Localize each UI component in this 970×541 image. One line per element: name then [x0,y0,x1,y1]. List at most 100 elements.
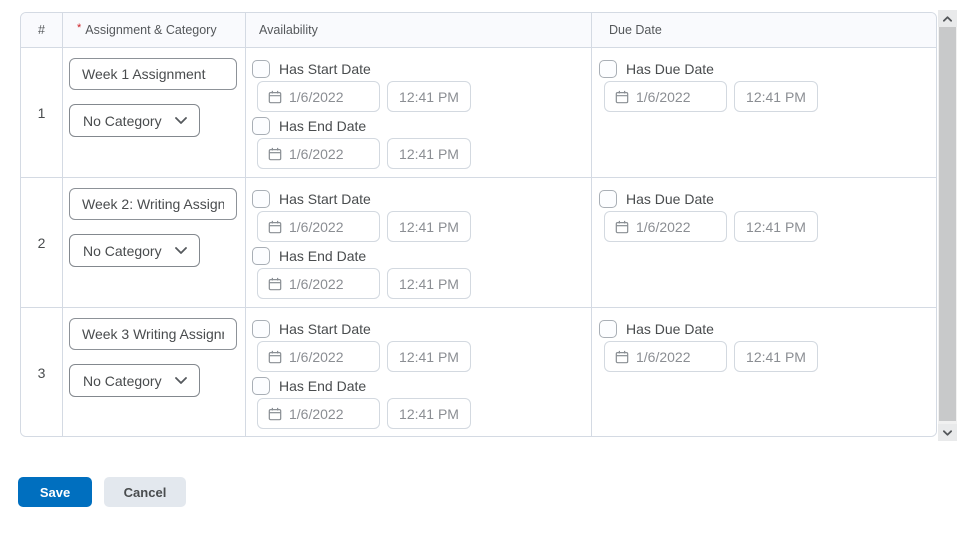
end-date-input[interactable]: 1/6/2022 [257,268,380,299]
start-time-input[interactable]: 12:41 PM [387,211,471,242]
due-time-input[interactable]: 12:41 PM [734,211,818,242]
due-datetime-row: 1/6/2022 12:41 PM [604,211,936,242]
calendar-icon [268,277,282,290]
has-start-date-label: Has Start Date [279,191,371,207]
table-row: 2 No Category Has Start Date 1/6/2022 [21,178,936,308]
table-row: 1 No Category Has Start Date 1/6/2022 [21,48,936,178]
calendar-icon [615,220,629,233]
has-due-date-label: Has Due Date [626,191,714,207]
category-select-value: No Category [83,242,162,259]
end-date-input[interactable]: 1/6/2022 [257,138,380,169]
start-date-input[interactable]: 1/6/2022 [257,341,380,372]
due-date-value: 1/6/2022 [636,348,691,365]
has-start-date-checkbox[interactable] [252,320,270,338]
end-time-input[interactable]: 12:41 PM [387,268,471,299]
has-start-date-row: Has Start Date [252,60,591,78]
has-end-date-checkbox[interactable] [252,377,270,395]
start-time-value: 12:41 PM [399,348,459,365]
start-datetime-row: 1/6/2022 12:41 PM [257,341,591,372]
end-time-value: 12:41 PM [399,145,459,162]
due-time-value: 12:41 PM [746,88,806,105]
has-end-date-label: Has End Date [279,248,367,264]
end-time-value: 12:41 PM [399,275,459,292]
due-time-input[interactable]: 12:41 PM [734,81,818,112]
start-date-value: 1/6/2022 [289,218,344,235]
calendar-icon [268,350,282,363]
scrollbar-thumb[interactable] [939,27,956,421]
category-select-value: No Category [83,112,162,129]
calendar-icon [268,90,282,103]
vertical-scrollbar[interactable] [938,10,957,441]
start-date-value: 1/6/2022 [289,348,344,365]
header-number: # [21,13,63,47]
header-availability: Availability [246,13,592,47]
has-end-date-row: Has End Date [252,247,591,265]
assignments-table: # * Assignment & Category Availability D… [20,12,937,437]
calendar-icon [615,90,629,103]
availability-cell: Has Start Date 1/6/2022 12:41 PM Has End… [246,178,592,307]
assignment-name-input[interactable] [69,188,237,220]
start-time-input[interactable]: 12:41 PM [387,341,471,372]
has-end-date-checkbox[interactable] [252,117,270,135]
header-assignment-category: * Assignment & Category [63,13,246,47]
end-time-input[interactable]: 12:41 PM [387,398,471,429]
start-date-value: 1/6/2022 [289,88,344,105]
end-date-value: 1/6/2022 [289,405,344,422]
due-date-input[interactable]: 1/6/2022 [604,341,727,372]
assignment-category-cell: No Category [63,178,246,307]
due-time-value: 12:41 PM [746,218,806,235]
has-end-date-row: Has End Date [252,377,591,395]
has-start-date-checkbox[interactable] [252,190,270,208]
has-due-date-checkbox[interactable] [599,60,617,78]
end-date-value: 1/6/2022 [289,145,344,162]
assignment-category-cell: No Category [63,48,246,177]
category-select[interactable]: No Category [69,364,200,397]
due-date-cell: Has Due Date 1/6/2022 12:41 PM [592,178,936,307]
due-date-cell: Has Due Date 1/6/2022 12:41 PM [592,48,936,177]
start-time-input[interactable]: 12:41 PM [387,81,471,112]
end-date-input[interactable]: 1/6/2022 [257,398,380,429]
assignment-name-input[interactable] [69,318,237,350]
has-end-date-label: Has End Date [279,378,367,394]
start-date-input[interactable]: 1/6/2022 [257,211,380,242]
calendar-icon [615,350,629,363]
save-button[interactable]: Save [18,477,92,507]
row-number: 2 [21,178,63,307]
due-time-input[interactable]: 12:41 PM [734,341,818,372]
due-date-input[interactable]: 1/6/2022 [604,211,727,242]
start-time-value: 12:41 PM [399,218,459,235]
chevron-down-icon [175,247,187,254]
start-time-value: 12:41 PM [399,88,459,105]
table-row: 3 No Category Has Start Date 1/6/2022 [21,308,936,436]
chevron-down-icon [175,377,187,384]
start-datetime-row: 1/6/2022 12:41 PM [257,81,591,112]
due-time-value: 12:41 PM [746,348,806,365]
category-select[interactable]: No Category [69,104,200,137]
has-due-date-label: Has Due Date [626,61,714,77]
assignment-name-input[interactable] [69,58,237,90]
header-due-date: Due Date [609,23,662,37]
has-due-date-checkbox[interactable] [599,320,617,338]
end-time-input[interactable]: 12:41 PM [387,138,471,169]
has-start-date-checkbox[interactable] [252,60,270,78]
has-due-date-label: Has Due Date [626,321,714,337]
start-date-input[interactable]: 1/6/2022 [257,81,380,112]
has-due-date-row: Has Due Date [599,60,936,78]
has-due-date-checkbox[interactable] [599,190,617,208]
category-select[interactable]: No Category [69,234,200,267]
cancel-button[interactable]: Cancel [104,477,186,507]
has-start-date-row: Has Start Date [252,320,591,338]
due-date-input[interactable]: 1/6/2022 [604,81,727,112]
header-assignment-category-label: Assignment & Category [85,23,217,37]
end-datetime-row: 1/6/2022 12:41 PM [257,398,591,429]
calendar-icon [268,147,282,160]
category-select-value: No Category [83,372,162,389]
has-end-date-checkbox[interactable] [252,247,270,265]
has-end-date-label: Has End Date [279,118,367,134]
assignment-category-cell: No Category [63,308,246,436]
scroll-down-icon[interactable] [938,424,957,441]
has-start-date-label: Has Start Date [279,61,371,77]
availability-cell: Has Start Date 1/6/2022 12:41 PM Has End… [246,48,592,177]
calendar-icon [268,407,282,420]
scroll-up-icon[interactable] [938,10,957,27]
